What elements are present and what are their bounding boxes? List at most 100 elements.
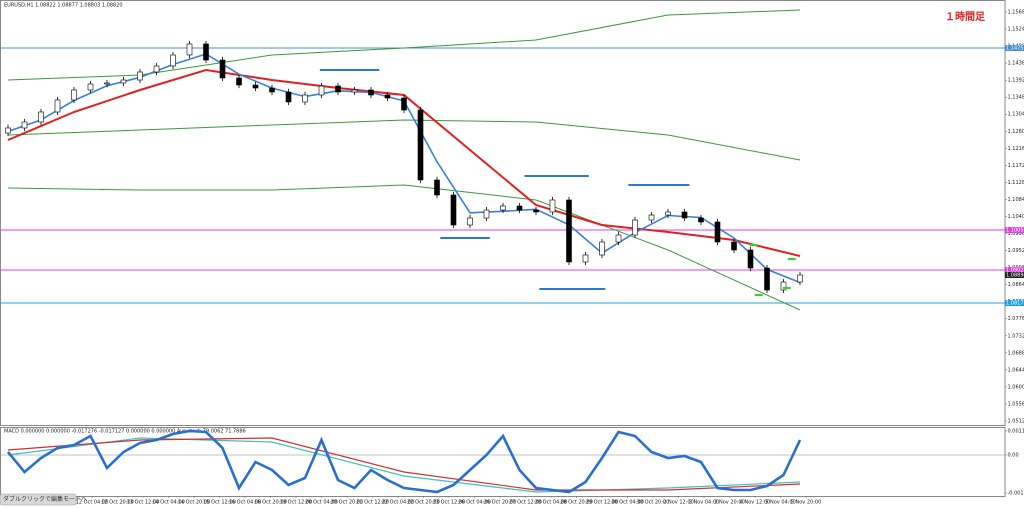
level-label-box — [1005, 300, 1024, 307]
y-tick-label: 1.13045 — [1008, 112, 1024, 118]
y-tick-label: 1.07325 — [1008, 333, 1024, 339]
y-tick-label: 1.05565 — [1008, 401, 1024, 407]
candle-body — [54, 99, 61, 113]
candle-body — [186, 43, 193, 56]
x-tick-label: 26 Oct 04:00 — [458, 500, 491, 506]
candle-body — [236, 77, 242, 86]
x-tick-label: 15 Oct 12:00 — [203, 500, 236, 506]
level-label: 1.14755 — [1006, 46, 1024, 52]
x-tick-label: 26 Oct 20:00 — [484, 500, 517, 506]
oscillator — [7, 437, 801, 493]
x-tick-label: 13 Oct 12:00 — [127, 500, 160, 506]
edit-button[interactable] — [0, 493, 77, 506]
x-tick-label: 16 Oct 04:00 — [229, 500, 262, 506]
chart-title: EURUSD,H1 1.08822 1.08877 1.08803 1.0882… — [4, 3, 123, 9]
candle-body — [302, 94, 308, 103]
x-tick-label: 22 Oct 20:00 — [407, 500, 440, 506]
x-tick-label: 23 Oct 12:00 — [433, 500, 466, 506]
y-tick-label: 1.05125 — [1008, 418, 1024, 424]
x-tick-label: 29 Oct 12:00 — [586, 500, 619, 506]
candle-body — [731, 241, 737, 251]
candle-body — [71, 89, 77, 101]
candle-body — [170, 54, 176, 67]
level-label-box — [1005, 45, 1024, 52]
x-tick-label: 4 Nov 12:00 — [740, 500, 771, 506]
y-tick-label: 1.10405 — [1008, 214, 1024, 220]
candle-body — [351, 89, 358, 93]
y-tick-label: 1.07765 — [1008, 316, 1024, 322]
candle-body — [500, 205, 506, 211]
y-tick-label: 1.11725 — [1008, 163, 1024, 169]
moving-average — [7, 184, 801, 311]
x-tick-label: 27 Oct 12:00 — [509, 500, 542, 506]
price-label: 1.08894 — [1006, 273, 1024, 279]
candle-body — [384, 94, 391, 99]
candle-body — [38, 111, 44, 123]
level-label: 1.10056 — [1006, 228, 1024, 234]
candle-body — [797, 274, 803, 283]
edit-button-label[interactable]: ダブルクリックで編集モードへ — [3, 495, 87, 503]
x-tick-label: 5 Nov 04:00 — [765, 500, 796, 506]
candle-body — [483, 209, 490, 219]
candle-body — [368, 89, 374, 96]
candle-body — [764, 267, 770, 291]
oscillator — [7, 437, 801, 491]
candle-body — [566, 199, 572, 263]
x-tick-label: 3 Nov 04:00 — [689, 500, 720, 506]
candle-body — [549, 199, 556, 213]
candle-body — [269, 87, 275, 93]
x-tick-label: 14 Oct 20:00 — [178, 500, 211, 506]
candle-body — [582, 254, 589, 263]
x-tick-label: 28 Oct 04:00 — [535, 500, 568, 506]
candle-body — [401, 97, 407, 111]
moving-average — [7, 119, 801, 161]
candle-body — [467, 217, 473, 226]
x-tick-label: 16 Oct 20:00 — [254, 500, 287, 506]
candle-body — [252, 84, 259, 89]
y-tick-label: 1.11285 — [1008, 180, 1024, 186]
x-tick-label: 3 Nov 20:00 — [714, 500, 745, 506]
y-tick-label: 1.14365 — [1008, 61, 1024, 67]
candle-body — [698, 217, 704, 223]
annotation: １時間足 — [945, 10, 986, 23]
candle-body — [615, 234, 622, 243]
level-label: 1.09023 — [1006, 268, 1024, 274]
y-tick-label: 1.13925 — [1008, 78, 1024, 84]
candle-body — [5, 127, 11, 134]
candle-body — [714, 221, 721, 243]
x-tick-label: 22 Oct 04:00 — [382, 500, 415, 506]
candle-body — [516, 205, 523, 211]
x-tick-label: 12 Oct 20:00 — [101, 500, 134, 506]
candle-body — [87, 83, 94, 91]
candle-body — [747, 249, 754, 269]
sub-y-tick-label: -0.001853 — [1008, 491, 1024, 497]
sub-y-tick-label: 0.001170 — [1008, 428, 1024, 434]
candle-body — [318, 85, 325, 96]
y-tick-label: 1.10845 — [1008, 197, 1024, 203]
candle-body — [648, 214, 655, 221]
y-tick-label: 1.06885 — [1008, 350, 1024, 356]
sub-y-tick-label: 0.00 — [1008, 452, 1019, 458]
candle-body — [153, 65, 160, 73]
subchart-title: MACD 0.000000 0.000000 -0.017276 -0.0171… — [4, 429, 246, 435]
candle-body — [450, 194, 457, 226]
y-tick-label: 1.06005 — [1008, 384, 1024, 390]
x-tick-label: 28 Oct 20:00 — [560, 500, 593, 506]
oscillator — [6, 429, 802, 494]
level-label-box — [1005, 267, 1024, 274]
candle-body — [137, 71, 143, 81]
candle-body — [632, 219, 638, 236]
y-tick-label: 1.13485 — [1008, 95, 1024, 101]
sub-frame — [0, 427, 1006, 497]
y-tick-label: 1.08645 — [1008, 282, 1024, 288]
candle-body — [335, 85, 341, 93]
x-tick-label: 14 Oct 04:00 — [152, 500, 185, 506]
candle-body — [780, 281, 787, 291]
y-tick-label: 1.12165 — [1008, 146, 1024, 152]
y-tick-label: 1.09525 — [1008, 248, 1024, 254]
x-tick-label: 30 Oct 04:00 — [611, 500, 644, 506]
y-tick-label: 1.15245 — [1008, 27, 1024, 33]
main-frame — [0, 0, 1006, 426]
